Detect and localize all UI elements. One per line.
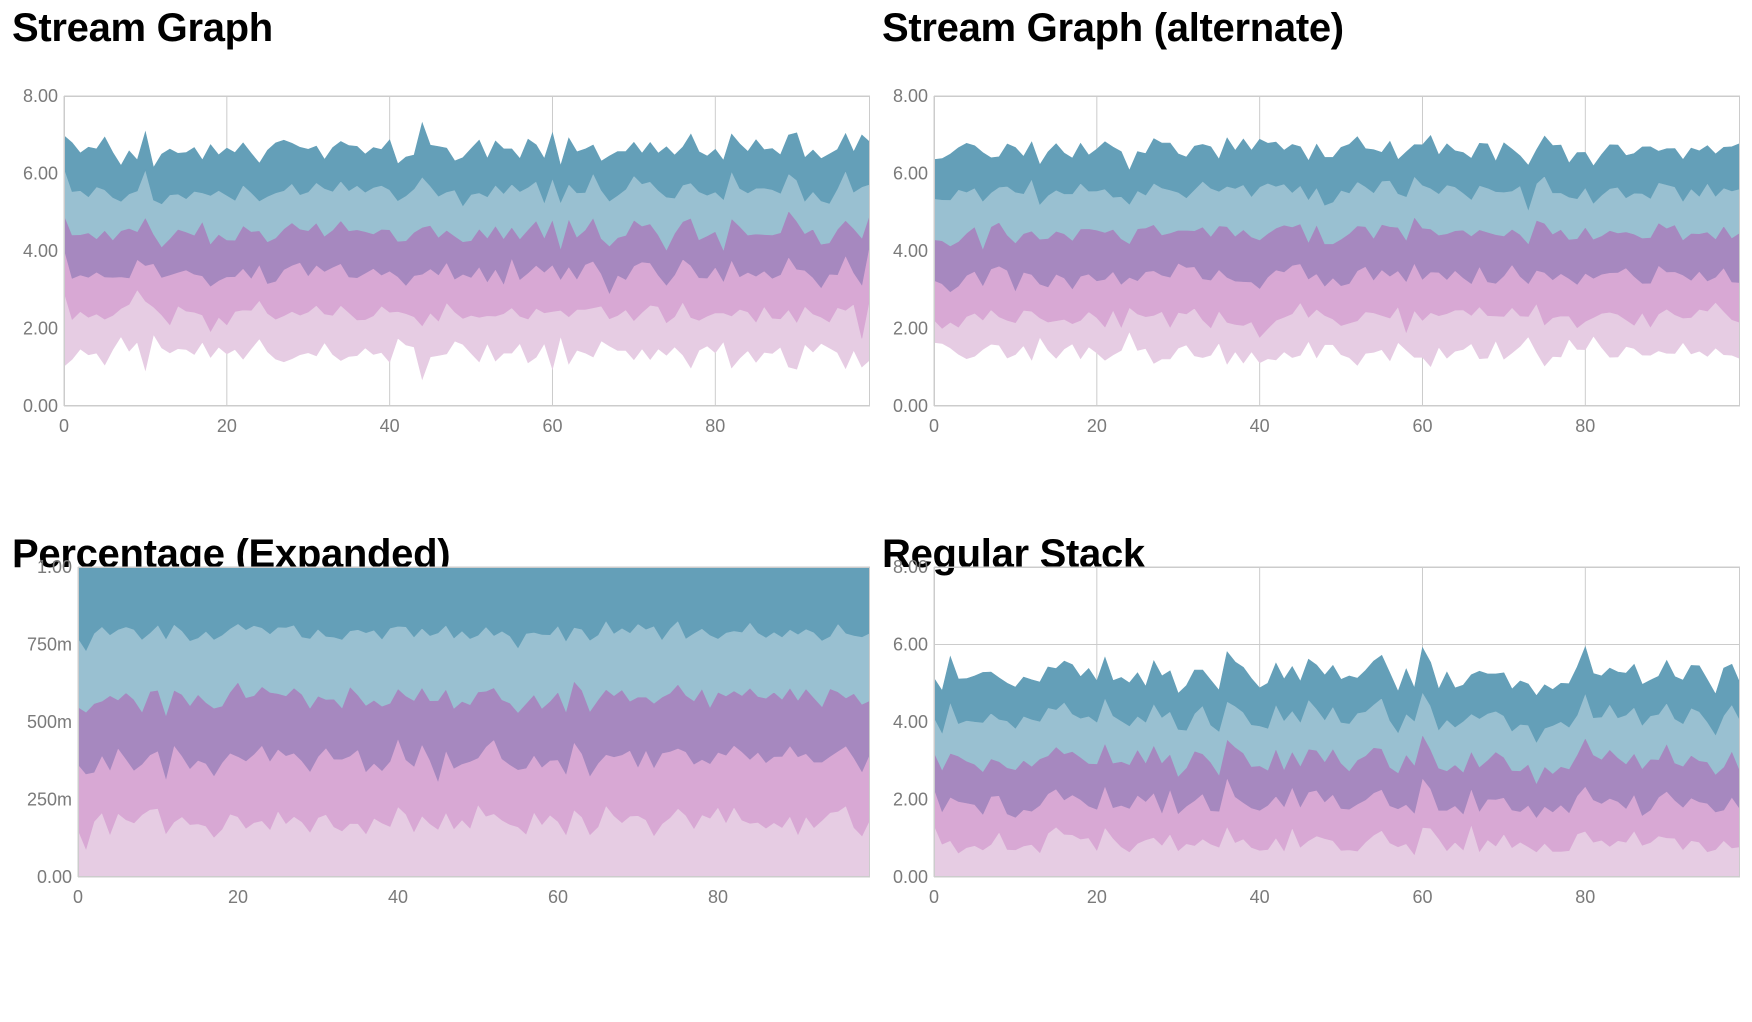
x-tick-label: 40	[380, 416, 400, 436]
chart-panel-stream-graph: Stream Graph 0.00 2.00 4.00 6.00 8.00 0 20 40 60…	[12, 6, 880, 476]
y-tick-label: 2.00	[893, 319, 928, 339]
y-tick-label: 750m	[27, 635, 72, 655]
x-tick-label: 0	[929, 887, 939, 907]
area-layers	[78, 567, 870, 877]
x-tick-label: 40	[1250, 887, 1270, 907]
x-tick-label: 80	[1575, 887, 1595, 907]
chart-panel-percentage-expanded: Percentage (Expanded) 0.00 250m 500m 750m 1.…	[12, 532, 880, 1002]
area-layers	[934, 645, 1740, 877]
regular-stack-chart: 0.00 2.00 4.00 6.00 8.00 0 20 40 60 80	[893, 557, 1740, 907]
chart-title: Regular Stack	[882, 532, 1145, 576]
y-tick-label: 6.00	[23, 164, 58, 184]
x-tick-label: 60	[548, 887, 568, 907]
x-tick-label: 60	[1412, 887, 1432, 907]
y-tick-label: 2.00	[23, 319, 58, 339]
y-tick-label: 6.00	[893, 635, 928, 655]
y-tick-label: 0.00	[37, 867, 72, 887]
area-series-5	[64, 121, 870, 207]
area-series-5	[934, 645, 1740, 743]
y-tick-label: 4.00	[23, 241, 58, 261]
x-tick-label: 0	[929, 416, 939, 436]
y-tick-label: 2.00	[893, 790, 928, 810]
area-series-5	[934, 134, 1740, 211]
y-tick-label: 0.00	[893, 867, 928, 887]
y-tick-label: 1.00	[37, 557, 72, 577]
x-tick-label: 60	[542, 416, 562, 436]
x-tick-label: 80	[1575, 416, 1595, 436]
x-tick-label: 20	[1087, 416, 1107, 436]
x-tick-label: 40	[388, 887, 408, 907]
x-tick-label: 0	[59, 416, 69, 436]
plot-frame	[934, 96, 1740, 406]
chart-panel-regular-stack: Regular Stack 0.00 2.00 4.00 6.00 8.00 0 20 40 6…	[882, 532, 1750, 1002]
x-tick-label: 0	[73, 887, 83, 907]
plot-frame	[78, 567, 870, 877]
x-tick-label: 80	[708, 887, 728, 907]
x-tick-label: 20	[1087, 887, 1107, 907]
y-tick-label: 4.00	[893, 712, 928, 732]
chart-title: Stream Graph (alternate)	[882, 6, 1344, 50]
plot-frame	[64, 96, 870, 406]
percentage-expanded-chart: 0.00 250m 500m 750m 1.00 0 20 40 60 80	[27, 557, 870, 907]
y-tick-label: 0.00	[893, 396, 928, 416]
x-tick-label: 20	[228, 887, 248, 907]
x-tick-label: 60	[1412, 416, 1432, 436]
y-tick-label: 0.00	[23, 396, 58, 416]
x-tick-label: 20	[217, 416, 237, 436]
x-tick-label: 40	[1250, 416, 1270, 436]
y-tick-label: 250m	[27, 790, 72, 810]
area-layers	[64, 121, 870, 381]
y-tick-label: 4.00	[893, 241, 928, 261]
plot-frame	[934, 567, 1740, 877]
x-tick-label: 80	[705, 416, 725, 436]
chart-title: Stream Graph	[12, 6, 273, 50]
stream-graph-alternate-chart: 0.00 2.00 4.00 6.00 8.00 0 20 40 60 80	[893, 86, 1740, 436]
y-tick-label: 8.00	[893, 557, 928, 577]
stream-graph-chart: 0.00 2.00 4.00 6.00 8.00 0 20 40 60 80	[23, 86, 870, 436]
y-tick-label: 6.00	[893, 164, 928, 184]
y-tick-label: 500m	[27, 712, 72, 732]
area-series-5	[78, 567, 870, 652]
chart-panel-stream-graph-alternate: Stream Graph (alternate) 0.00 2.00 4.00 6.0…	[882, 6, 1750, 476]
y-tick-label: 8.00	[893, 86, 928, 106]
area-layers	[934, 134, 1740, 368]
y-tick-label: 8.00	[23, 86, 58, 106]
